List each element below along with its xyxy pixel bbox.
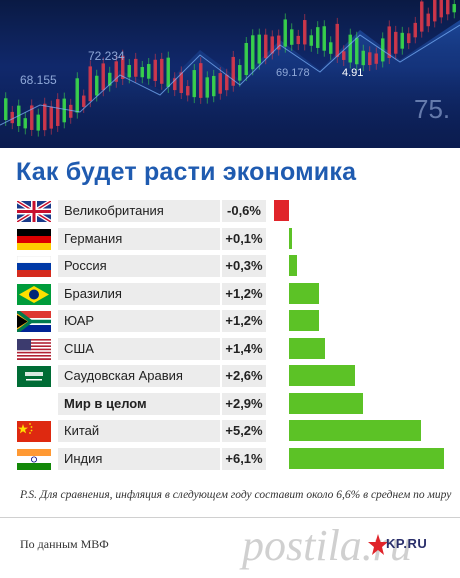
category-label: Китай [58,420,220,442]
logo-text: KP.RU [386,536,428,551]
category-label: Бразилия [58,282,220,305]
bar [289,392,363,414]
value-label: +2,6% [222,365,266,387]
bar [289,365,356,386]
chart-row: ЮАР +1,2% [0,308,460,334]
banner-label-4: 4.91 [342,67,363,79]
chart-row: Саудовская Аравия +2,6% [0,363,460,389]
banner-label-3: 69.178 [276,67,310,79]
footnote: P.S. Для сравнения, инфляция в следующем… [20,489,452,501]
value-label: -0,6% [222,200,266,222]
category-label: ЮАР [58,310,220,332]
category-label: Россия [58,255,220,277]
south-africa-flag-icon [17,311,51,332]
category-label: Мир в целом [58,392,220,415]
stock-chart-banner: 68.155 72.234 69.178 4.91 75. [0,0,460,148]
category-label: Великобритания [58,200,220,222]
candlestick-background: 68.155 72.234 69.178 4.91 75. [0,0,460,148]
chart-row: Мир в целом +2,9% [0,391,460,417]
chart-row: Бразилия +1,2% [0,281,460,307]
germany-flag-icon [17,228,51,250]
star-icon [368,534,388,555]
india-flag-icon [17,448,51,470]
chart-row: Индия +6,1% [0,446,460,472]
kp-logo: KP.RU [368,532,446,562]
chart-row: Россия +0,3% [0,253,460,279]
uk-flag-icon [17,201,51,222]
banner-label-5: 75. [414,94,450,124]
russia-flag-icon [17,256,51,277]
source-label: По данным МВФ [20,537,109,551]
category-label: Германия [58,227,220,250]
bar [289,227,292,249]
usa-flag-icon [17,338,51,360]
value-label: +1,2% [222,310,266,332]
value-label: +5,2% [222,420,266,442]
category-label: Индия [58,447,220,470]
bar [289,310,320,331]
value-label: +1,2% [222,282,266,305]
value-label: +0,1% [222,227,266,250]
value-label: +6,1% [222,447,266,470]
bar [273,200,289,221]
value-label: +1,4% [222,337,266,360]
bar [289,337,325,359]
category-label: Саудовская Аравия [58,365,220,387]
bar [289,447,444,469]
saudi-flag-icon [17,366,51,387]
banner-label-2: 72.234 [88,49,125,63]
bar [289,282,320,304]
chart-row: США +1,4% [0,336,460,362]
bar [289,420,422,441]
value-label: +2,9% [222,392,266,415]
value-label: +0,3% [222,255,266,277]
chart-row: Великобритания -0,6% [0,198,460,224]
bar [289,255,297,276]
chart-row: Германия +0,1% [0,226,460,252]
chart-title: Как будет расти экономика [16,158,357,186]
banner-label-1: 68.155 [20,73,57,87]
divider [0,517,460,518]
china-flag-icon [17,421,51,442]
brazil-flag-icon [17,283,51,305]
category-label: США [58,337,220,360]
chart-row: Китай +5,2% [0,418,460,444]
